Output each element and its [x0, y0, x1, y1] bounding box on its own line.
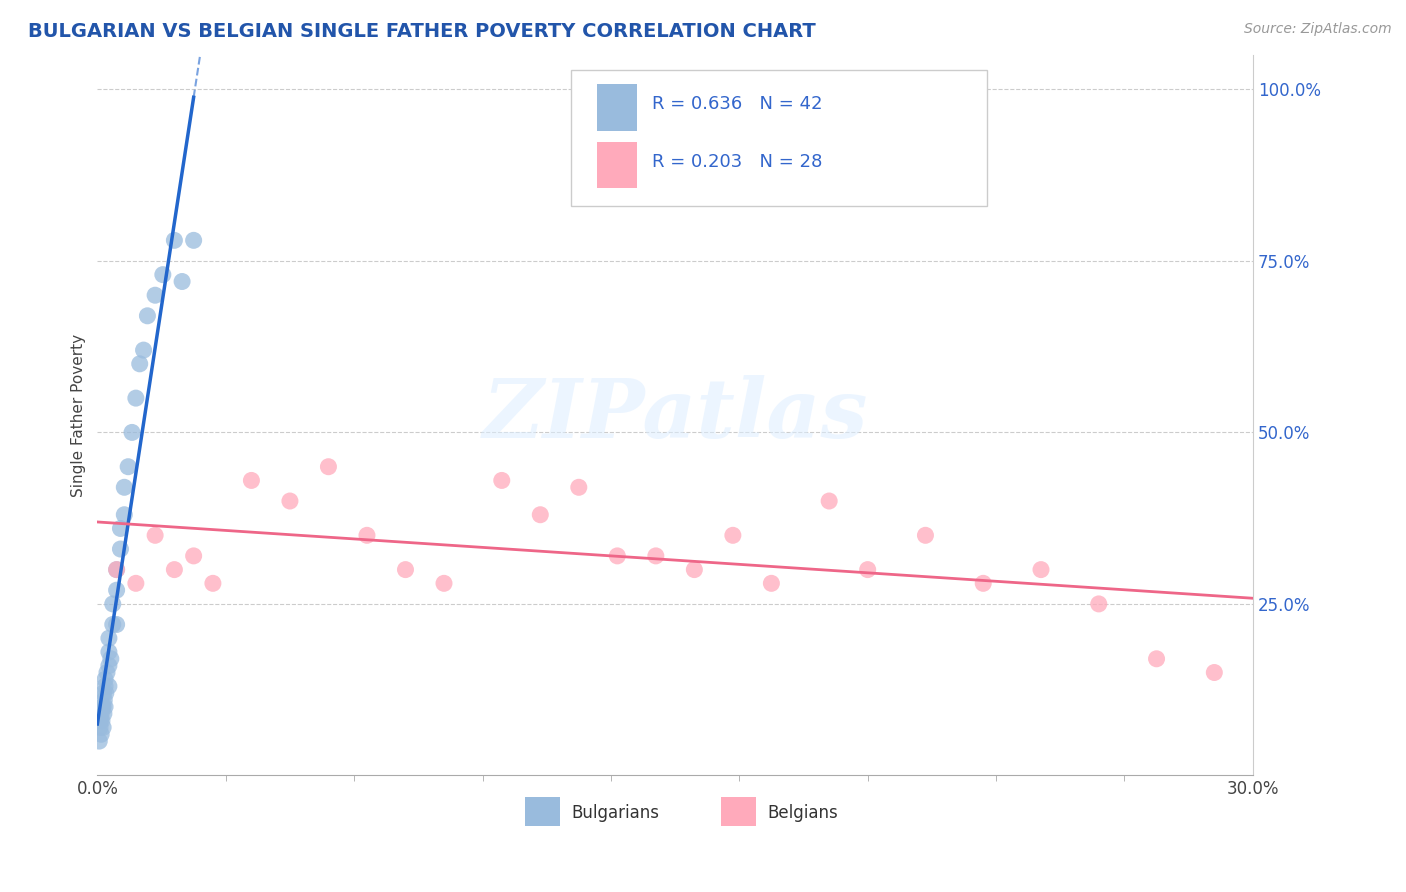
Bar — [524, 797, 560, 826]
Point — [143, 288, 166, 302]
Point — [136, 309, 159, 323]
Point — [100, 652, 122, 666]
Point — [356, 528, 378, 542]
Point — [97, 658, 120, 673]
Point — [644, 549, 666, 563]
Point — [101, 597, 124, 611]
Point — [132, 343, 155, 357]
Point — [183, 549, 205, 563]
Point — [91, 699, 114, 714]
Point — [568, 480, 591, 494]
Bar — [596, 84, 637, 131]
Point — [94, 699, 117, 714]
Point — [105, 563, 128, 577]
Point — [278, 494, 301, 508]
Point — [125, 391, 148, 405]
Point — [90, 727, 112, 741]
Text: Source: ZipAtlas.com: Source: ZipAtlas.com — [1244, 22, 1392, 37]
Point — [91, 699, 114, 714]
Point — [128, 357, 150, 371]
Point — [1204, 665, 1226, 680]
Point — [721, 528, 744, 542]
Point — [491, 474, 513, 488]
Point — [110, 521, 132, 535]
Point — [94, 673, 117, 687]
Point — [1087, 597, 1109, 611]
Text: R = 0.636   N = 42: R = 0.636 N = 42 — [652, 95, 823, 113]
Point — [201, 576, 224, 591]
Point — [152, 268, 174, 282]
Text: BULGARIAN VS BELGIAN SINGLE FATHER POVERTY CORRELATION CHART: BULGARIAN VS BELGIAN SINGLE FATHER POVER… — [28, 22, 815, 41]
Text: Belgians: Belgians — [768, 804, 838, 822]
Point — [240, 474, 263, 488]
Point — [89, 734, 111, 748]
Point — [94, 686, 117, 700]
Point — [94, 679, 117, 693]
Point — [97, 645, 120, 659]
Point — [110, 542, 132, 557]
Point — [101, 617, 124, 632]
Point — [89, 714, 111, 728]
Point — [96, 665, 118, 680]
Point — [856, 563, 879, 577]
Y-axis label: Single Father Poverty: Single Father Poverty — [72, 334, 86, 497]
Point — [529, 508, 551, 522]
Point — [1029, 563, 1052, 577]
FancyBboxPatch shape — [571, 70, 987, 206]
Point — [97, 679, 120, 693]
Point — [105, 563, 128, 577]
Point — [112, 508, 135, 522]
Point — [433, 576, 456, 591]
Point — [105, 583, 128, 598]
Point — [683, 563, 706, 577]
Point — [112, 480, 135, 494]
Point — [93, 706, 115, 721]
Bar — [721, 797, 756, 826]
Text: R = 0.203   N = 28: R = 0.203 N = 28 — [652, 153, 823, 170]
Point — [89, 720, 111, 734]
Point — [93, 686, 115, 700]
Bar — [596, 142, 637, 188]
Point — [163, 563, 186, 577]
Point — [97, 631, 120, 645]
Point — [172, 275, 194, 289]
Text: ZIPatlas: ZIPatlas — [482, 376, 868, 455]
Point — [143, 528, 166, 542]
Point — [606, 549, 628, 563]
Point — [93, 693, 115, 707]
Point — [117, 459, 139, 474]
Point — [914, 528, 936, 542]
Point — [125, 576, 148, 591]
Point — [394, 563, 416, 577]
Point — [318, 459, 340, 474]
Point — [183, 233, 205, 247]
Point — [91, 714, 114, 728]
Point — [105, 617, 128, 632]
Point — [972, 576, 994, 591]
Point — [90, 706, 112, 721]
Point — [761, 576, 783, 591]
Point — [818, 494, 841, 508]
Point — [121, 425, 143, 440]
Point — [1146, 652, 1168, 666]
Point — [163, 233, 186, 247]
Text: Bulgarians: Bulgarians — [571, 804, 659, 822]
Point — [91, 720, 114, 734]
